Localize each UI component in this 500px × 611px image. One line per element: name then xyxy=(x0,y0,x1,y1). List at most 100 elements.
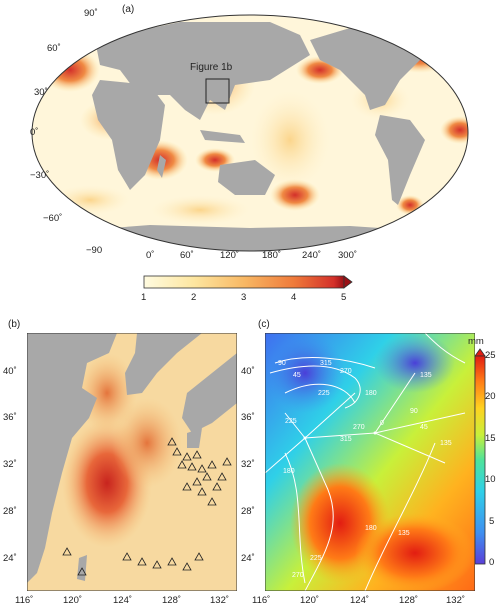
regional-map-b xyxy=(27,333,237,591)
station-marker xyxy=(192,450,202,459)
lat-label: −90 xyxy=(86,245,103,256)
station-marker xyxy=(137,557,147,566)
cotidal-line xyxy=(265,437,306,474)
contour-label: 225 xyxy=(318,390,330,397)
lat-label: 28˚ xyxy=(3,506,17,517)
contour-label: 225 xyxy=(285,418,297,425)
lat-label: 30˚ xyxy=(34,87,48,98)
lat-label: 24˚ xyxy=(3,553,17,564)
lat-label: 40˚ xyxy=(241,366,255,377)
station-marker xyxy=(194,552,204,561)
contour-label: 45 xyxy=(420,424,428,431)
land-eurasia xyxy=(95,22,310,120)
contour-label: 180 xyxy=(365,390,377,397)
lat-label: 40˚ xyxy=(3,366,17,377)
lon-label: 124˚ xyxy=(113,595,133,606)
contour-label: 90 xyxy=(278,360,286,367)
colorbar-c-unit: mm xyxy=(468,336,484,347)
regional-map-c xyxy=(265,333,475,591)
colorbar-a-tick: 3 xyxy=(241,292,247,303)
lat-label: 28˚ xyxy=(241,506,255,517)
contour-label: 135 xyxy=(420,372,432,379)
lon-label: 240˚ xyxy=(302,250,322,261)
lon-label: 300˚ xyxy=(338,250,358,261)
lon-label: 132˚ xyxy=(210,595,230,606)
lat-label: −60˚ xyxy=(43,213,63,224)
land-africa xyxy=(92,80,165,190)
cotidal-line xyxy=(269,365,361,409)
colorbar-a-tick: 1 xyxy=(141,292,147,303)
land-indonesia xyxy=(200,130,245,143)
cotidal-line xyxy=(274,357,376,369)
amphidromic-point xyxy=(303,436,307,440)
lat-label: 60˚ xyxy=(47,43,61,54)
lon-label: 60˚ xyxy=(180,250,194,261)
cotidal-line xyxy=(304,437,326,484)
contour-label: 135 xyxy=(398,530,410,537)
inset-box-label: Figure 1b xyxy=(190,62,233,73)
station-marker xyxy=(167,437,177,446)
station-marker xyxy=(207,460,217,469)
lon-label: 0˚ xyxy=(146,250,155,261)
colorbar-a-tick: 5 xyxy=(341,292,347,303)
cotidal-line xyxy=(304,482,334,591)
land-madagascar xyxy=(157,155,166,178)
lon-label: 128˚ xyxy=(162,595,182,606)
lon-label: 120˚ xyxy=(300,595,320,606)
amplitude-high xyxy=(355,513,475,591)
globe-outline xyxy=(31,14,469,252)
station-marker xyxy=(187,462,197,471)
land-australia xyxy=(218,160,275,195)
land-japan xyxy=(182,353,237,433)
lon-label: 128˚ xyxy=(399,595,419,606)
lon-label: 180˚ xyxy=(262,250,282,261)
lon-label: 116˚ xyxy=(252,595,271,606)
world-map xyxy=(31,14,469,252)
anomaly-region xyxy=(250,90,330,190)
land-kyushu xyxy=(187,428,202,448)
colorbar-c-tick: 5 xyxy=(489,516,495,527)
land-antarctica xyxy=(40,225,460,251)
station-marker xyxy=(62,547,72,556)
station-marker xyxy=(197,464,207,473)
lat-label: 24˚ xyxy=(241,553,255,564)
anomaly-region xyxy=(50,185,130,215)
contour-label: 135 xyxy=(440,440,452,447)
lat-label: 36˚ xyxy=(241,412,255,423)
lat-label: 32˚ xyxy=(3,459,17,470)
station-marker xyxy=(177,460,187,469)
contour-label: 180 xyxy=(283,468,295,475)
cotidal-line xyxy=(364,442,436,591)
lat-label: 36˚ xyxy=(3,412,17,423)
lon-label: 132˚ xyxy=(446,595,466,606)
land-south-america xyxy=(375,115,425,205)
cotidal-line xyxy=(284,412,306,439)
contour-label: 270 xyxy=(353,424,365,431)
amphidromic-point xyxy=(373,431,377,435)
colorbar-a xyxy=(143,275,353,289)
station-marker xyxy=(217,472,227,481)
station-marker xyxy=(182,482,192,491)
anomaly-region xyxy=(40,48,100,92)
station-marker xyxy=(152,560,162,569)
lat-label: 90˚ xyxy=(84,8,98,19)
colorbar-a-tick: 2 xyxy=(191,292,197,303)
contour-label: 315 xyxy=(340,436,352,443)
contour-label: 90 xyxy=(410,408,418,415)
colorbar-c-tick: 20 xyxy=(485,391,496,402)
station-marker xyxy=(197,487,207,496)
station-marker xyxy=(172,447,182,456)
colorbar-c-tick: 25 xyxy=(485,350,496,361)
anomaly-region xyxy=(440,116,468,144)
contour-label: 0 xyxy=(380,420,384,427)
contour-label: 270 xyxy=(340,368,352,375)
station-marker xyxy=(182,562,192,571)
contour-label: 270 xyxy=(292,572,304,579)
contour-label: 225 xyxy=(310,555,322,562)
cotidal-line xyxy=(304,432,376,439)
cotidal-line xyxy=(284,383,356,404)
colorbar-c-tick: 15 xyxy=(485,433,496,444)
lon-label: 120˚ xyxy=(220,250,240,261)
colorbar-c xyxy=(474,348,486,565)
contour-label: 315 xyxy=(320,360,332,367)
